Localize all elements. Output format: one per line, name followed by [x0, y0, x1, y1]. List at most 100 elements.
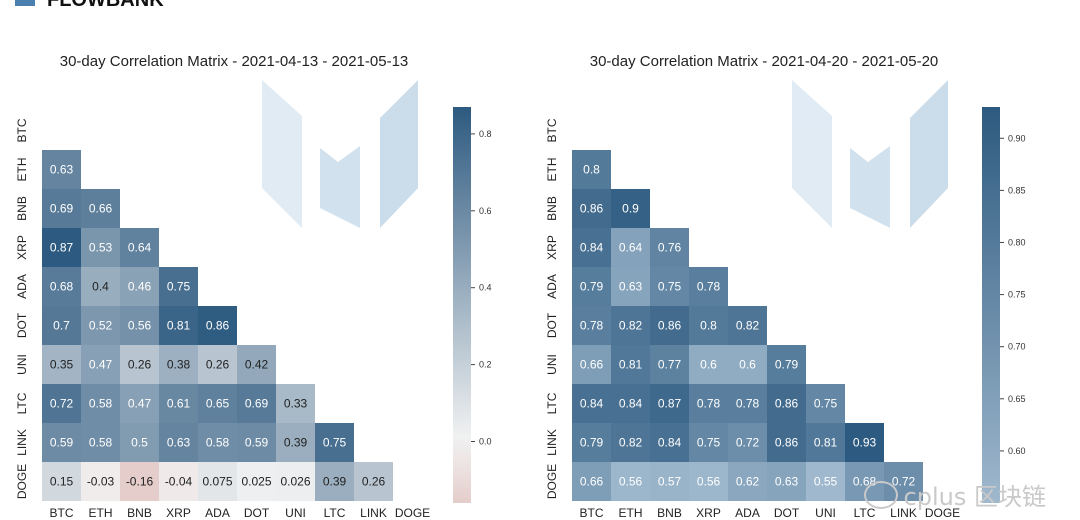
heatmap-cell	[806, 423, 845, 462]
background-logo-watermark	[792, 80, 948, 228]
cell-value-label: 0.58	[206, 436, 230, 450]
cell-value-label: -0.04	[165, 475, 193, 489]
cell-value-label: 0.53	[89, 241, 113, 255]
watermark-text: cplus 区块链	[903, 483, 1046, 511]
x-tick-label: UNI	[815, 506, 836, 520]
cell-value-label: 0.78	[580, 319, 604, 333]
cell-value-label: 0.47	[128, 397, 152, 411]
cell-value-label: 0.46	[128, 280, 152, 294]
heatmap-cell	[81, 228, 120, 267]
colorbar-tick-label: 0.60	[1008, 446, 1026, 456]
y-tick-label: DOGE	[545, 464, 559, 499]
chat-bubble-icon	[863, 480, 898, 509]
heatmap-cell	[611, 345, 650, 384]
watermark-shape	[262, 80, 302, 228]
cell-value-label: 0.87	[50, 241, 74, 255]
heatmap-cell	[572, 345, 611, 384]
cell-value-label: 0.86	[775, 397, 799, 411]
x-tick-label: DOGE	[925, 506, 960, 520]
x-tick-label: DOGE	[395, 506, 430, 520]
heatmap-cell	[81, 267, 120, 306]
heatmap-cell	[276, 384, 315, 423]
cell-value-label: 0.58	[89, 436, 113, 450]
logo-mark	[15, 0, 35, 6]
cell-value-label: 0.66	[89, 202, 113, 216]
heatmap-cell	[354, 462, 393, 501]
chart-title: 30-day Correlation Matrix - 2021-04-13 -…	[60, 53, 409, 70]
heatmap-cell	[159, 462, 198, 501]
y-tick-label: LTC	[15, 392, 29, 414]
cell-value-label: 0.79	[775, 358, 799, 372]
heatmap-cell	[159, 306, 198, 345]
watermark-shape	[320, 146, 360, 228]
heatmap-cell	[42, 189, 81, 228]
heatmap-cell	[42, 150, 81, 189]
heatmap-cell	[237, 423, 276, 462]
cell-value-label: 0.87	[658, 397, 682, 411]
x-tick-label: ETH	[89, 506, 113, 520]
x-tick-label: LINK	[360, 506, 387, 520]
watermark-shape	[792, 80, 832, 228]
y-tick-label: ADA	[545, 274, 559, 299]
heatmap-cell	[572, 423, 611, 462]
watermark-shape	[910, 80, 948, 228]
y-tick-label: BTC	[15, 118, 29, 142]
y-tick-label: BNB	[545, 196, 559, 221]
cell-value-label: 0.56	[697, 475, 721, 489]
background-logo-watermark	[262, 80, 418, 228]
heatmap-cell	[650, 345, 689, 384]
cell-value-label: 0.6	[739, 358, 756, 372]
cell-value-label: 0.79	[580, 436, 604, 450]
cell-value-label: 0.82	[619, 319, 643, 333]
cell-value-label: 0.57	[658, 475, 682, 489]
heatmap-cell	[689, 384, 728, 423]
cell-value-label: 0.025	[241, 475, 271, 489]
heatmap-cell	[728, 423, 767, 462]
cell-value-label: 0.59	[245, 436, 269, 450]
heatmap-cell	[120, 462, 159, 501]
x-tick-label: BNB	[657, 506, 682, 520]
cell-value-label: 0.78	[697, 280, 721, 294]
cell-value-label: 0.38	[167, 358, 191, 372]
cell-value-label: 0.69	[245, 397, 269, 411]
heatmap-cell	[81, 189, 120, 228]
cell-value-label: 0.81	[814, 436, 838, 450]
watermark: cplus 区块链	[863, 477, 1046, 512]
cell-value-label: 0.5	[131, 436, 148, 450]
colorbar-tick-label: 0.2	[479, 360, 492, 370]
heatmap-cell	[120, 423, 159, 462]
cell-value-label: 0.93	[853, 436, 877, 450]
cell-value-label: 0.78	[736, 397, 760, 411]
heatmap-cell	[689, 345, 728, 384]
cell-value-label: 0.64	[128, 241, 152, 255]
cell-value-label: 0.66	[580, 475, 604, 489]
colorbar	[982, 107, 1000, 503]
heatmap-cell	[198, 306, 237, 345]
heatmap-cell	[120, 306, 159, 345]
cell-value-label: 0.75	[697, 436, 721, 450]
x-tick-label: DOT	[774, 506, 800, 520]
colorbar-tick-label: 0.75	[1008, 290, 1026, 300]
heatmap-cell	[81, 306, 120, 345]
cell-value-label: 0.42	[245, 358, 269, 372]
cell-value-label: 0.15	[50, 475, 74, 489]
cell-value-label: 0.35	[50, 358, 74, 372]
heatmap-cell	[237, 345, 276, 384]
cell-value-label: 0.75	[167, 280, 191, 294]
heatmap-cell	[611, 462, 650, 501]
colorbar-tick-label: 0.85	[1008, 185, 1026, 195]
cell-value-label: 0.39	[323, 475, 347, 489]
heatmap-cell	[572, 462, 611, 501]
cell-value-label: 0.075	[202, 475, 232, 489]
y-tick-label: DOGE	[15, 464, 29, 499]
cell-value-label: 0.64	[619, 241, 643, 255]
x-tick-label: DOT	[244, 506, 270, 520]
heatmap-cell	[767, 462, 806, 501]
cell-value-label: -0.03	[87, 475, 115, 489]
cell-value-label: 0.77	[658, 358, 682, 372]
heatmap-cell	[572, 306, 611, 345]
logo-text: FLOWBANK	[47, 0, 164, 10]
cell-value-label: 0.86	[775, 436, 799, 450]
heatmap-cell	[728, 462, 767, 501]
